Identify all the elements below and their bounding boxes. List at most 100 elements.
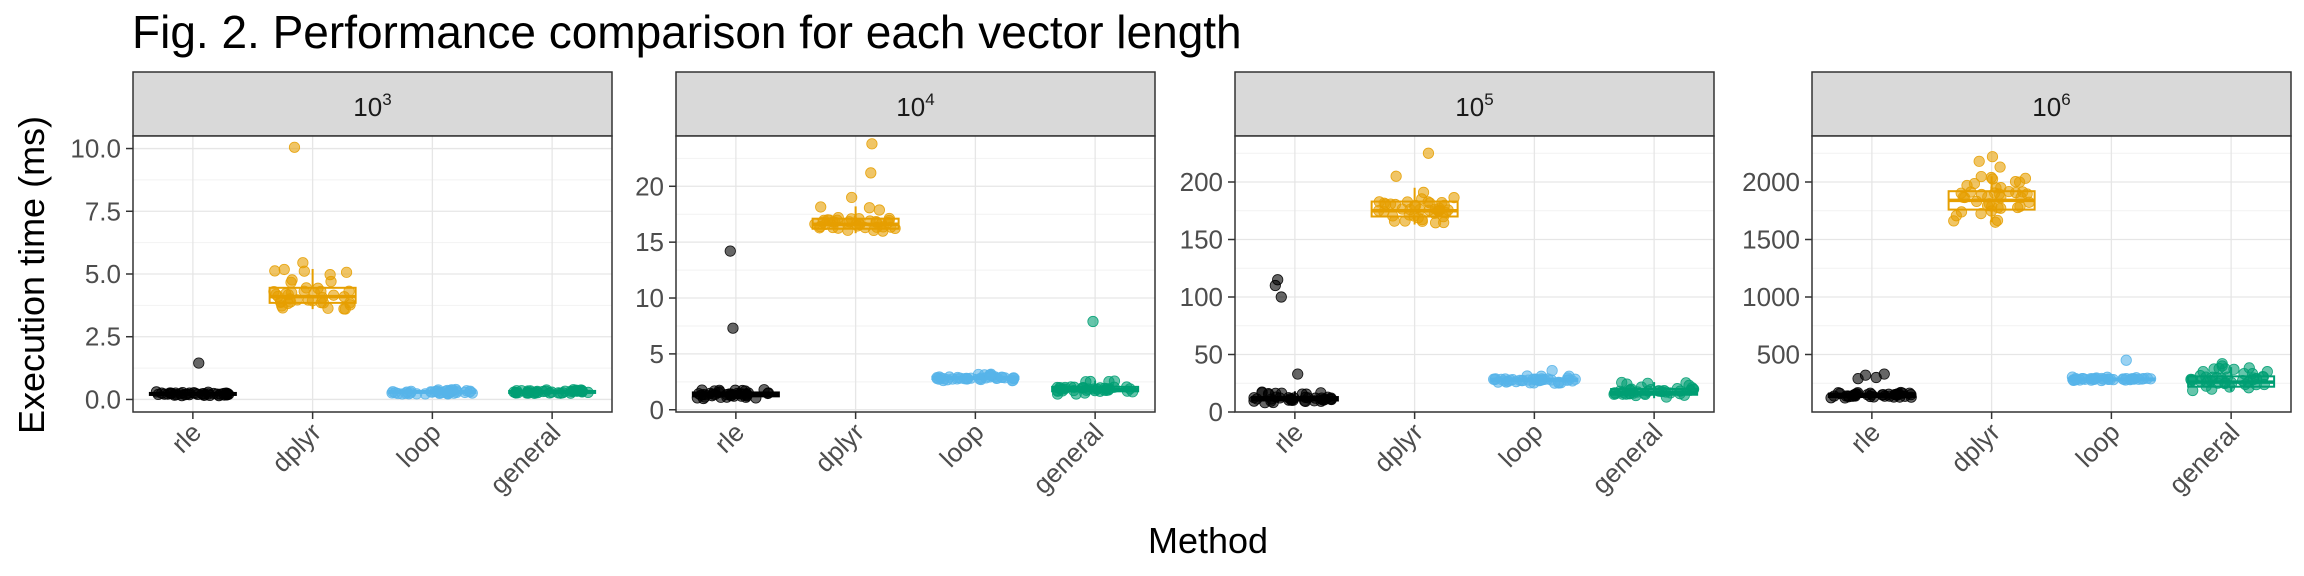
outlier-point — [297, 257, 309, 269]
data-point — [278, 263, 290, 276]
data-point — [156, 387, 168, 399]
data-point — [1007, 372, 1019, 384]
x-tick-label: rle — [1844, 417, 1886, 459]
y-tick-label: 0.0 — [85, 384, 121, 414]
panels-container: 103 0.0 2.5 5.0 7.5 10.0 rle dplyr loop general 10… — [70, 71, 2292, 500]
data-point — [2070, 373, 2082, 386]
data-point — [1507, 373, 1519, 386]
data-point — [1903, 387, 1916, 399]
data-point — [1955, 187, 1967, 199]
outlier-point — [1275, 291, 1287, 303]
box-dplyr — [1370, 147, 1460, 229]
x-tick-label: general — [2163, 417, 2246, 500]
box-loop — [1488, 364, 1581, 389]
data-point — [707, 388, 719, 400]
data-point — [315, 285, 327, 297]
x-tick-label: general — [1027, 417, 1110, 500]
y-tick-label: 5.0 — [85, 259, 121, 289]
data-point — [315, 297, 327, 309]
data-point — [863, 202, 876, 214]
data-point — [873, 204, 885, 216]
data-point — [552, 387, 565, 399]
data-point — [854, 219, 866, 231]
facet-panel-2: 105 0 50 100 150 200 rle dplyr loop general — [1180, 71, 1715, 500]
data-point — [1325, 393, 1337, 405]
data-point — [325, 275, 337, 288]
outlier-point — [865, 167, 877, 179]
y-tick-label: 10.0 — [70, 134, 121, 164]
outlier-point — [1269, 279, 1281, 292]
data-point — [946, 373, 959, 385]
y-tick-label: 1000 — [1742, 282, 1800, 312]
data-point — [575, 384, 587, 396]
plot-background — [1235, 136, 1714, 412]
data-point — [1059, 381, 1071, 394]
data-point — [823, 214, 836, 226]
box-general — [1051, 315, 1140, 400]
facet-panel-3: 106 500 1000 1500 2000 rle dplyr loop general — [1742, 71, 2292, 500]
y-tick-label: 15 — [635, 227, 664, 257]
x-tick-label: loop — [934, 417, 990, 473]
data-point — [1891, 388, 1903, 400]
data-point — [389, 387, 401, 399]
data-point — [1274, 392, 1286, 404]
outlier-point — [1994, 161, 2006, 173]
facet-panel-0: 103 0.0 2.5 5.0 7.5 10.0 rle dplyr loop general — [70, 71, 613, 500]
data-point — [984, 369, 996, 381]
y-tick-label: 2000 — [1742, 167, 1800, 197]
data-point — [758, 384, 770, 396]
outlier-point — [1986, 151, 1999, 163]
outlier-point — [1087, 315, 1099, 328]
facet-strip — [1811, 71, 2292, 137]
data-point — [1388, 215, 1401, 227]
outlier-point — [1852, 373, 1864, 385]
y-tick-label: 50 — [1194, 340, 1223, 370]
data-point — [1251, 393, 1263, 405]
data-point — [2257, 371, 2269, 383]
data-point — [735, 390, 747, 402]
facet-strip-label: 103 — [353, 90, 391, 122]
x-tick-label: rle — [1267, 417, 1309, 459]
y-tick-label: 0 — [1209, 397, 1223, 427]
data-point — [1098, 384, 1110, 396]
data-point — [2185, 373, 2197, 385]
data-point — [202, 386, 214, 398]
data-point — [1569, 373, 1581, 385]
data-point — [165, 387, 177, 399]
x-tick-label: dplyr — [1945, 417, 2006, 478]
y-tick-label: 100 — [1180, 282, 1223, 312]
x-tick-label: loop — [391, 417, 447, 473]
data-point — [508, 386, 520, 398]
panel-border — [1811, 135, 2292, 413]
data-point — [328, 289, 340, 301]
data-point — [695, 389, 707, 401]
data-point — [1982, 191, 1994, 203]
plot-background — [676, 136, 1155, 412]
outlier-point — [1390, 170, 1402, 182]
data-point — [1285, 394, 1298, 406]
data-point — [1975, 208, 1987, 220]
data-point — [2019, 172, 2032, 184]
data-point — [1653, 385, 1665, 397]
data-point — [344, 299, 356, 311]
x-axis-title: Method — [1148, 520, 1268, 561]
panel-border — [675, 135, 1156, 413]
data-point — [1674, 388, 1686, 400]
data-point — [750, 392, 762, 404]
data-point — [1488, 373, 1500, 385]
data-point — [1403, 209, 1415, 221]
data-point — [1683, 379, 1695, 391]
data-point — [1108, 381, 1120, 393]
outlier-point — [2120, 354, 2132, 366]
outlier-point — [1973, 155, 1985, 167]
data-point — [2187, 384, 2199, 397]
facet-strip — [1234, 71, 1715, 137]
x-tick-label: dplyr — [1368, 417, 1429, 478]
y-tick-label: 7.5 — [85, 196, 121, 226]
data-point — [1434, 204, 1446, 216]
data-point — [723, 388, 736, 400]
data-point — [1315, 387, 1327, 399]
y-tick-label: 2.5 — [85, 322, 121, 352]
x-tick-label: rle — [165, 417, 207, 459]
